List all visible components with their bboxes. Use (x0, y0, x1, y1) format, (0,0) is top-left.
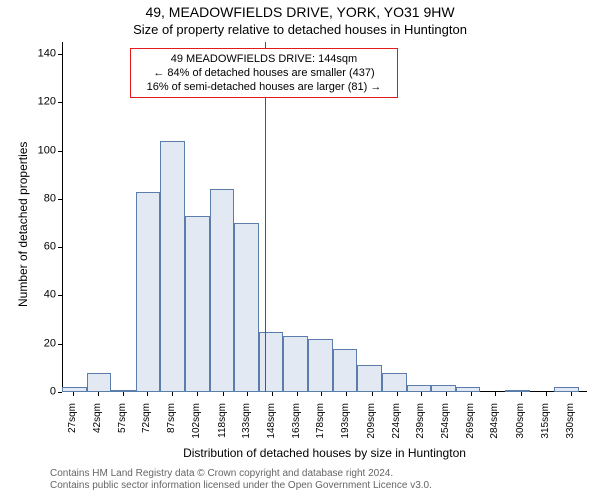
x-tick-label: 315sqm (541, 403, 551, 449)
x-tick (297, 392, 298, 396)
x-tick (247, 392, 248, 396)
x-tick (321, 392, 322, 396)
histogram-bar (259, 332, 284, 392)
x-tick (372, 392, 373, 396)
y-axis-line (62, 42, 63, 392)
y-tick-label: 80 (16, 193, 56, 204)
x-tick (197, 392, 198, 396)
x-tick (397, 392, 398, 396)
x-tick-label: 193sqm (341, 403, 351, 449)
histogram-bar (185, 216, 210, 392)
x-tick-label: 27sqm (68, 403, 78, 449)
histogram-bar (136, 192, 161, 392)
y-tick (58, 102, 62, 103)
histogram-bar (160, 141, 185, 392)
histogram-bar (234, 223, 259, 392)
attribution-line-2: Contains public sector information licen… (50, 480, 432, 492)
annotation-line: ← 84% of detached houses are smaller (43… (137, 66, 391, 80)
x-tick-label: 224sqm (392, 403, 402, 449)
histogram-bar (407, 385, 432, 392)
x-tick-label: 42sqm (93, 403, 103, 449)
y-tick (58, 199, 62, 200)
x-tick (98, 392, 99, 396)
x-tick (172, 392, 173, 396)
x-tick-label: 330sqm (566, 403, 576, 449)
y-tick-label: 120 (16, 97, 56, 108)
x-tick (421, 392, 422, 396)
chart-subtitle: Size of property relative to detached ho… (0, 22, 600, 37)
annotation-box: 49 MEADOWFIELDS DRIVE: 144sqm← 84% of de… (130, 48, 398, 98)
annotation-line: 49 MEADOWFIELDS DRIVE: 144sqm (137, 52, 391, 66)
y-tick (58, 392, 62, 393)
x-tick-label: 254sqm (441, 403, 451, 449)
x-tick-label: 72sqm (142, 403, 152, 449)
y-tick (58, 151, 62, 152)
histogram-bar (210, 189, 235, 392)
x-tick-label: 269sqm (466, 403, 476, 449)
y-tick-label: 140 (16, 49, 56, 60)
x-tick (571, 392, 572, 396)
histogram-bar (333, 349, 358, 392)
y-tick-label: 0 (16, 387, 56, 398)
x-tick-label: 133sqm (242, 403, 252, 449)
y-tick-label: 20 (16, 338, 56, 349)
x-tick-label: 163sqm (292, 403, 302, 449)
x-tick-label: 300sqm (516, 403, 526, 449)
y-axis-title: Number of detached properties (16, 142, 30, 307)
x-tick-label: 209sqm (367, 403, 377, 449)
y-tick (58, 295, 62, 296)
y-tick (58, 344, 62, 345)
histogram-bar (554, 387, 579, 392)
chart-title: 49, MEADOWFIELDS DRIVE, YORK, YO31 9HW (0, 4, 600, 20)
figure: 49, MEADOWFIELDS DRIVE, YORK, YO31 9HW S… (0, 0, 600, 500)
annotation-line: 16% of semi-detached houses are larger (… (137, 80, 391, 94)
histogram-bar (87, 373, 112, 392)
histogram-bar (111, 390, 136, 392)
x-tick-label: 178sqm (316, 403, 326, 449)
x-tick (123, 392, 124, 396)
histogram-bar (456, 387, 481, 392)
x-tick (495, 392, 496, 396)
x-tick (73, 392, 74, 396)
x-tick (272, 392, 273, 396)
histogram-bar (357, 365, 382, 392)
y-tick (58, 247, 62, 248)
x-tick (521, 392, 522, 396)
x-tick-label: 87sqm (167, 403, 177, 449)
x-tick (346, 392, 347, 396)
y-tick-label: 60 (16, 242, 56, 253)
x-tick-label: 102sqm (192, 403, 202, 449)
y-tick (58, 54, 62, 55)
x-tick-label: 284sqm (490, 403, 500, 449)
histogram-bar (382, 373, 407, 392)
histogram-bar (308, 339, 333, 392)
y-tick-label: 100 (16, 145, 56, 156)
x-tick-label: 57sqm (118, 403, 128, 449)
x-tick (223, 392, 224, 396)
x-tick-label: 239sqm (416, 403, 426, 449)
x-tick-label: 118sqm (218, 403, 228, 449)
histogram-bar (283, 336, 308, 392)
x-tick (147, 392, 148, 396)
histogram-bar (505, 390, 530, 392)
x-tick (446, 392, 447, 396)
histogram-bar (431, 385, 456, 392)
x-tick-label: 148sqm (267, 403, 277, 449)
attribution-line-1: Contains HM Land Registry data © Crown c… (50, 468, 393, 480)
x-tick (546, 392, 547, 396)
histogram-bar (62, 387, 87, 392)
x-tick (471, 392, 472, 396)
y-tick-label: 40 (16, 290, 56, 301)
